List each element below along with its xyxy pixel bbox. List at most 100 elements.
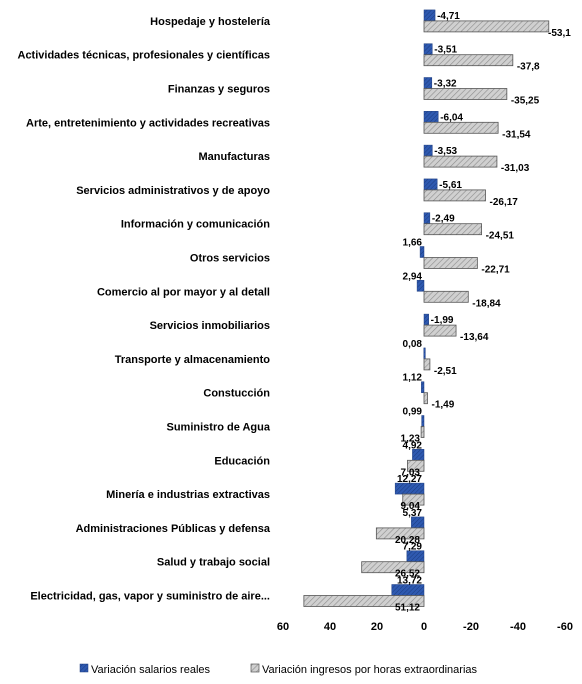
data-label-salarios: -6,04	[440, 112, 463, 123]
data-label-salarios: 1,66	[403, 238, 423, 249]
bar-horas-extraordinarias	[423, 88, 508, 100]
bar-horas-extraordinarias	[303, 595, 425, 607]
bar-horas-extraordinarias	[423, 324, 457, 337]
category-label: Otros servicios	[190, 253, 270, 265]
bar-horas-extraordinarias	[423, 257, 478, 269]
data-label-horas: -24,51	[486, 231, 515, 242]
bar-salarios	[423, 9, 436, 22]
data-label-horas: -26,17	[489, 197, 518, 208]
data-label-horas: -1,49	[432, 400, 455, 411]
category-label: Hospedaje y hostelería	[150, 16, 271, 28]
bar-salarios	[423, 313, 429, 326]
category-labels: Hospedaje y hostelería Actividades técnic…	[18, 16, 271, 603]
legend-swatch-salarios	[79, 663, 89, 673]
x-tick-label: -60	[557, 621, 573, 633]
legend-swatch-horas	[250, 663, 260, 673]
bar-salarios	[423, 347, 426, 360]
bars	[303, 9, 550, 607]
legend-label-horas: Variación ingresos por horas extraordina…	[262, 664, 478, 676]
legend: Variación salarios reales Variación ingre…	[79, 663, 478, 676]
bar-horas-extraordinarias	[423, 392, 428, 405]
bar-salarios	[423, 212, 431, 224]
bar-horas-extraordinarias	[375, 527, 425, 540]
bar-horas-extraordinarias	[423, 20, 550, 33]
data-label-horas: -31,54	[502, 129, 531, 140]
category-label: Suministro de Agua	[167, 422, 271, 434]
bar-horas-extraordinarias	[423, 223, 482, 236]
bar-salarios	[416, 280, 425, 292]
category-label: Comercio al por mayor y al detall	[97, 286, 270, 298]
category-label: Constucción	[203, 388, 270, 400]
data-label-salarios: 5,37	[403, 508, 423, 519]
x-tick-label: 60	[277, 621, 289, 633]
bar-salarios	[423, 144, 433, 157]
category-label: Finanzas y seguros	[168, 84, 270, 96]
bar-salarios	[419, 246, 425, 258]
bar-horas-extraordinarias	[423, 290, 469, 303]
category-label: Manufacturas	[198, 151, 270, 163]
data-label-salarios: 12,27	[397, 474, 422, 485]
data-label-salarios: 2,94	[403, 271, 423, 282]
bar-salarios	[423, 43, 433, 55]
category-label: Transporte y almacenamiento	[115, 354, 271, 366]
bar-salarios	[423, 111, 439, 123]
bar-salarios	[421, 381, 425, 393]
data-label-horas: 7,03	[401, 467, 421, 478]
bar-horas-extraordinarias	[423, 358, 431, 371]
category-label: Salud y trabajo social	[157, 557, 270, 569]
bar-horas-extraordinarias	[402, 493, 425, 506]
data-label-horas: -31,03	[501, 163, 530, 174]
bar-horas-extraordinarias	[423, 155, 498, 168]
data-label-salarios: 1,12	[403, 373, 423, 384]
data-label-horas: -37,8	[517, 62, 540, 73]
category-label: Servicios administrativos y de apoyo	[76, 185, 270, 197]
bar-horas-extraordinarias	[423, 189, 486, 202]
data-label-salarios: -3,51	[434, 45, 457, 56]
data-label-salarios: 7,29	[403, 542, 423, 553]
category-label: Arte, entretenimiento y actividades recr…	[26, 117, 270, 129]
bar-salarios	[423, 77, 433, 89]
data-label-horas: 26,52	[395, 569, 420, 580]
x-tick-label: 0	[421, 621, 427, 633]
category-label: Información y comunicación	[121, 219, 270, 231]
data-label-horas: 9,04	[401, 501, 421, 512]
data-label-horas: 51,12	[395, 603, 420, 614]
data-label-horas: -18,84	[472, 298, 501, 309]
bar-horas-extraordinarias	[423, 54, 514, 67]
category-label: Administraciones Públicas y defensa	[76, 523, 271, 535]
data-label-salarios: -5,61	[439, 180, 462, 191]
data-label-salarios: -4,71	[437, 11, 460, 22]
x-tick-label: 40	[324, 621, 336, 633]
data-label-salarios: 0,99	[403, 407, 423, 418]
bar-salarios	[421, 415, 425, 427]
category-label: Electricidad, gas, vapor y suministro de…	[30, 591, 270, 603]
data-label-horas: 20,28	[395, 535, 420, 546]
data-label-salarios: -3,53	[434, 146, 457, 157]
data-label-horas: -13,64	[460, 332, 489, 343]
data-label-salarios: -3,32	[434, 79, 457, 90]
category-label: Educación	[214, 455, 270, 467]
data-label-salarios: 4,92	[403, 440, 423, 451]
category-label: Servicios inmobiliarios	[150, 320, 270, 332]
data-label-salarios: 13,72	[397, 576, 422, 587]
bar-horas-extraordinarias	[361, 561, 425, 574]
data-label-horas: -53,1	[548, 28, 571, 39]
data-label-horas: -35,25	[511, 96, 540, 107]
data-labels: -4,71 -53,1 -3,51 -37,8 -3,32 -35,25 -6,04 -31,…	[395, 11, 571, 614]
bar-horas-extraordinarias	[423, 121, 499, 134]
legend-label-salarios: Variación salarios reales	[91, 664, 211, 676]
bar-horas-extraordinarias	[407, 459, 425, 472]
category-label: Minería e industrias extractivas	[106, 489, 270, 501]
data-label-horas: -22,71	[481, 265, 510, 276]
data-label-salarios: 0,08	[403, 339, 423, 350]
x-tick-label: 20	[371, 621, 383, 633]
data-label-horas: -2,51	[434, 366, 457, 377]
bar-horas-extraordinarias	[420, 426, 425, 438]
x-tick-label: -40	[510, 621, 526, 633]
data-label-salarios: -2,49	[432, 214, 455, 225]
category-label: Actividades técnicas, profesionales y ci…	[18, 50, 271, 62]
x-tick-label: -20	[463, 621, 479, 633]
x-axis: 60 40 20 0 -20 -40 -60	[277, 621, 573, 633]
data-label-horas: 1,23	[401, 434, 421, 445]
